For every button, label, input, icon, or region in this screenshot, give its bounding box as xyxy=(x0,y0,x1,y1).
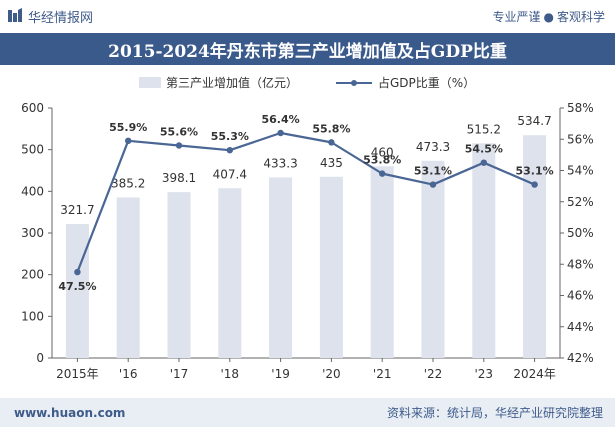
bar-value-label: 435 xyxy=(320,156,343,170)
footer: www.huaon.com 资料来源：统计局，华经产业研究院整理 xyxy=(0,398,615,427)
right-tick-label: 50% xyxy=(567,226,594,240)
legend-line-label: 占GDP比重（%） xyxy=(378,75,475,90)
slogan: 专业严谨 ● 客观科学 xyxy=(492,8,605,25)
left-tick-label: 200 xyxy=(21,268,44,282)
left-tick-label: 400 xyxy=(21,184,44,198)
slogan-right: 客观科学 xyxy=(556,9,605,24)
legend-line-marker xyxy=(351,80,357,86)
line-value-label: 47.5% xyxy=(58,280,96,293)
footer-source: 资料来源：统计局，华经产业研究院整理 xyxy=(386,406,603,420)
left-tick-label: 600 xyxy=(21,101,44,115)
x-tick-label: 2015年 xyxy=(56,367,99,381)
right-tick-label: 42% xyxy=(567,351,594,365)
x-tick-label: '18 xyxy=(221,367,240,381)
bar xyxy=(472,143,496,358)
x-tick-label: '20 xyxy=(322,367,341,381)
left-tick-label: 300 xyxy=(21,226,44,240)
chart-svg: 第三产业增加值（亿元） 占GDP比重（%） 0 100 200 300 400 500 600 4… xyxy=(21,75,594,381)
bar-value-label: 473.3 xyxy=(416,140,450,154)
bar-value-label: 460 xyxy=(371,145,394,159)
line-value-label: 55.8% xyxy=(312,122,350,135)
left-tick-label: 500 xyxy=(21,143,44,157)
brand-logo-icon xyxy=(8,8,22,24)
line-value-label: 55.3% xyxy=(211,130,249,143)
chart-area: 第三产业增加值（亿元） 占GDP比重（%） 0 100 200 300 400 500 600 4… xyxy=(0,66,615,396)
legend-bar-label: 第三产业增加值（亿元） xyxy=(166,75,298,90)
right-tick-label: 58% xyxy=(567,101,594,115)
right-tick-label: 46% xyxy=(567,289,594,303)
right-tick-label: 56% xyxy=(567,132,594,146)
bar-value-label: 398.1 xyxy=(162,171,196,185)
left-tick-label: 0 xyxy=(36,351,44,365)
bar-value-label: 407.4 xyxy=(213,167,247,181)
chart-title: 2015-2024年丹东市第三产业增加值及占GDP比重 xyxy=(0,33,615,65)
bar xyxy=(421,160,445,358)
bar-value-label: 385.2 xyxy=(111,177,145,191)
line-value-label: 54.5% xyxy=(465,143,503,156)
line-point xyxy=(125,137,132,145)
line-point xyxy=(531,181,538,188)
bar xyxy=(319,176,343,358)
bar xyxy=(218,188,242,358)
bar xyxy=(116,197,140,358)
right-tick-label: 44% xyxy=(567,320,594,334)
x-tick-label: '23 xyxy=(475,367,494,381)
bar xyxy=(523,135,547,358)
bar-value-label: 433.3 xyxy=(263,156,297,170)
line-value-label: 53.8% xyxy=(363,154,401,167)
x-tick-label: '17 xyxy=(170,367,189,381)
slogan-separator: ● xyxy=(543,9,554,24)
left-tick-label: 100 xyxy=(21,309,44,323)
line-point xyxy=(277,129,284,137)
right-tick-label: 52% xyxy=(567,195,594,209)
line-value-label: 55.9% xyxy=(109,121,147,134)
top-bar: 华经情报网 专业严谨 ● 客观科学 xyxy=(0,0,615,32)
x-tick-label: '19 xyxy=(271,367,290,381)
brand: 华经情报网 xyxy=(8,7,93,26)
line-value-label: 55.6% xyxy=(160,126,198,139)
bar xyxy=(167,192,191,358)
x-tick-label: 2024年 xyxy=(513,367,556,381)
right-tick-label: 54% xyxy=(567,164,594,178)
line-value-label: 53.1% xyxy=(414,165,452,178)
line-value-label: 53.1% xyxy=(516,165,554,178)
line-point xyxy=(74,268,81,276)
line-point xyxy=(226,146,233,154)
line-point xyxy=(328,139,335,146)
x-tick-label: '22 xyxy=(424,367,443,381)
slogan-left: 专业严谨 xyxy=(492,9,541,24)
brand-name: 华经情报网 xyxy=(28,10,94,26)
line-point xyxy=(429,181,437,188)
line-point xyxy=(480,159,487,166)
legend-bar-swatch xyxy=(139,77,161,88)
line-series-path xyxy=(76,131,536,273)
line-point xyxy=(175,142,183,149)
line-value-label: 56.4% xyxy=(262,113,300,126)
line-point xyxy=(379,170,386,177)
bar-value-label: 534.7 xyxy=(517,114,551,128)
footer-url[interactable]: www.huaon.com xyxy=(14,405,126,420)
bar xyxy=(269,177,293,358)
right-tick-label: 48% xyxy=(567,257,594,271)
bar-value-label: 515.2 xyxy=(467,122,501,136)
bar-value-label: 321.7 xyxy=(60,203,94,217)
x-tick-label: '16 xyxy=(119,367,138,381)
x-tick-label: '21 xyxy=(373,367,392,381)
bar xyxy=(370,166,394,358)
